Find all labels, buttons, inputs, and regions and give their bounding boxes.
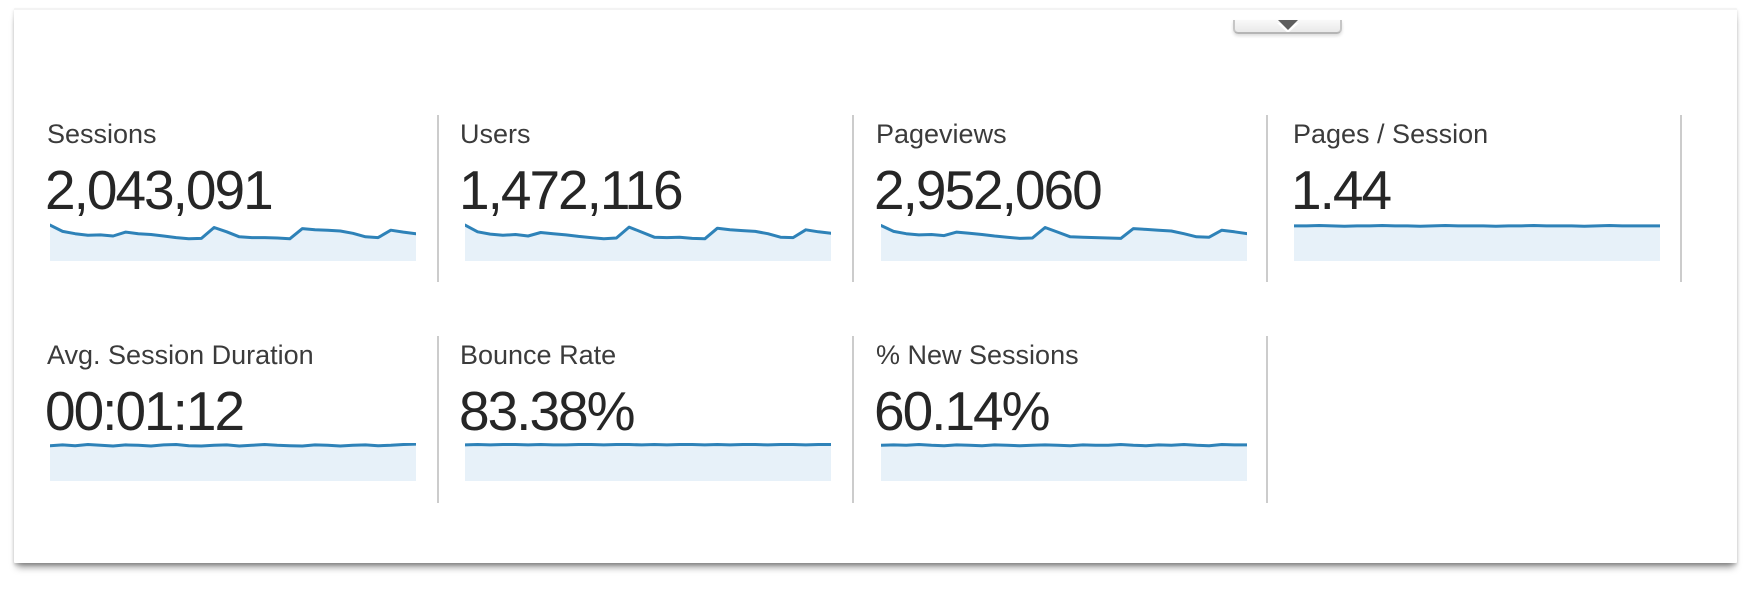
metric-value: 1,472,116 <box>459 159 684 221</box>
pageviews-sparkline-chart <box>880 224 1247 261</box>
metric-value: 00:01:12 <box>45 380 245 442</box>
metric-card-sessions: Sessions 2,043,091 <box>22 115 439 282</box>
metric-label: % New Sessions <box>876 340 1079 370</box>
metric-label: Avg. Session Duration <box>47 340 314 370</box>
metric-label: Bounce Rate <box>460 340 617 370</box>
metric-card-new-sessions: % New Sessions 60.14% <box>854 336 1268 503</box>
collapse-arrow-down-icon <box>1277 19 1298 30</box>
metric-card-users: Users 1,472,116 <box>439 115 854 282</box>
metric-label: Pageviews <box>876 119 1007 149</box>
metric-value: 83.38% <box>459 380 636 442</box>
metric-label: Sessions <box>47 119 157 149</box>
metric-card-avg-session-duration: Avg. Session Duration 00:01:12 <box>22 336 439 503</box>
pages-per-session-sparkline-chart <box>1294 224 1660 261</box>
metric-label: Users <box>460 119 531 149</box>
metrics-row-1: Sessions 2,043,091 Users 1,472,116 Pagev… <box>22 115 1682 282</box>
metric-card-pageviews: Pageviews 2,952,060 <box>854 115 1268 282</box>
metric-card-pages-per-session: Pages / Session 1.44 <box>1268 115 1682 282</box>
collapse-panel-button[interactable] <box>1233 19 1342 34</box>
new-sessions-sparkline-chart <box>880 443 1247 481</box>
metrics-row-2: Avg. Session Duration 00:01:12 Bounce Ra… <box>22 336 1682 503</box>
metrics-overview-panel: Sessions 2,043,091 Users 1,472,116 Pagev… <box>14 8 1737 563</box>
metric-value: 2,043,091 <box>45 159 274 221</box>
metric-value: 1.44 <box>1291 159 1392 221</box>
users-sparkline-chart <box>465 223 831 261</box>
metric-label: Pages / Session <box>1293 119 1489 149</box>
metric-card-empty <box>1268 336 1683 503</box>
metric-value: 60.14% <box>874 380 1051 442</box>
sessions-sparkline-chart <box>50 223 416 261</box>
avg-session-duration-sparkline-chart <box>50 443 416 481</box>
metric-card-bounce-rate: Bounce Rate 83.38% <box>439 336 854 503</box>
metric-value: 2,952,060 <box>874 159 1103 221</box>
bounce-rate-sparkline-chart <box>465 443 831 481</box>
